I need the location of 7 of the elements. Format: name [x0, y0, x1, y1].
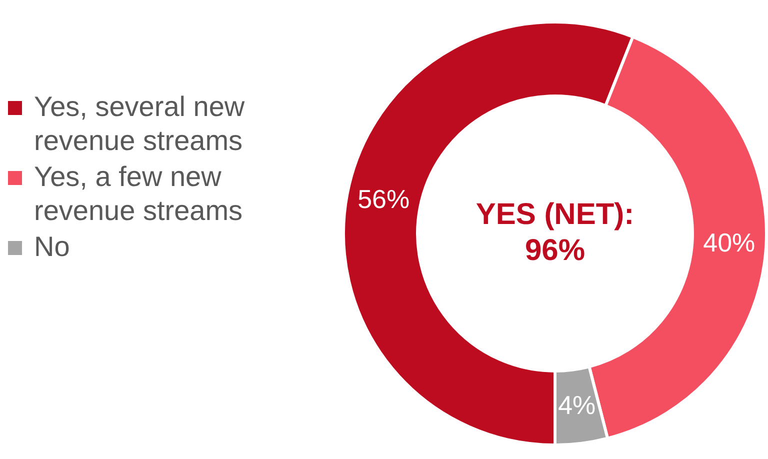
- data-label: 40%: [703, 228, 756, 258]
- legend-label: No: [34, 230, 70, 264]
- text: YES (NET): 96%: [476, 198, 634, 267]
- data-label: 56%: [358, 184, 410, 214]
- legend-label: Yes, several new revenue streams: [34, 90, 246, 158]
- legend-label: Yes, a few new revenue streams: [34, 160, 244, 228]
- data-label: 4%: [558, 390, 596, 420]
